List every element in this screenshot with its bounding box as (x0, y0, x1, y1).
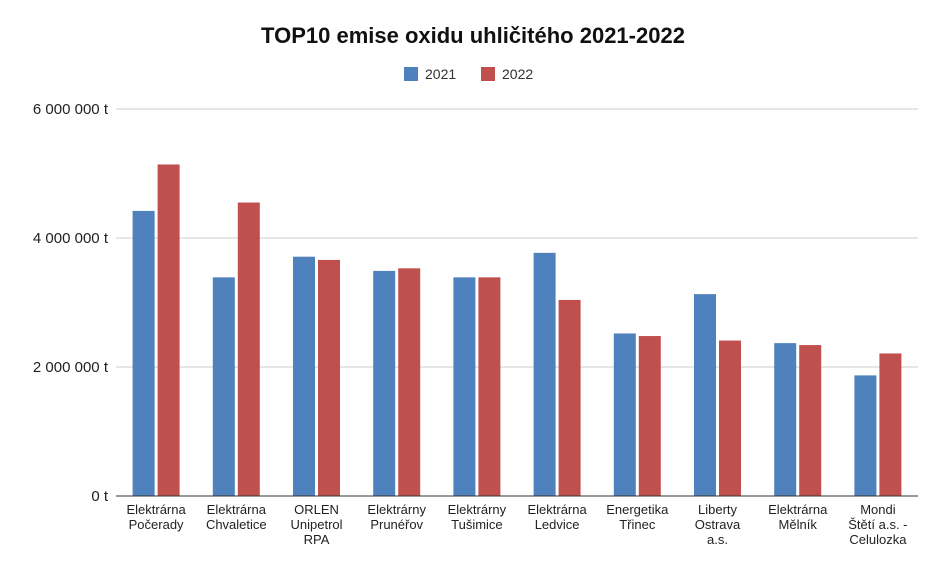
bar-2022 (237, 202, 260, 496)
bar-2022 (638, 336, 661, 496)
bar-2021 (533, 252, 556, 496)
x-tick-label: ORLEN Unipetrol RPA (290, 502, 342, 547)
y-tick-label: 0 t (91, 488, 109, 505)
bar-2021 (212, 277, 235, 496)
bar-2021 (774, 343, 797, 496)
x-tick-label: Liberty Ostrava a.s. (695, 502, 741, 547)
bar-2021 (373, 270, 396, 496)
bar-2021 (293, 256, 315, 496)
x-tick-label: Elektrárna Počerady (126, 502, 186, 532)
legend-label: 2021 (425, 66, 456, 82)
x-axis-labels: Elektrárna Počerady Elektrárna Chvaletice OR… (126, 502, 907, 547)
bar-2021 (694, 294, 716, 496)
legend: 2021 2022 (404, 66, 533, 82)
bar-2022 (398, 268, 421, 496)
legend-swatch (404, 67, 418, 81)
bar-2022 (879, 353, 902, 496)
x-tick-label: Mondi Štětí a.s. -Celulozka (848, 502, 907, 547)
bars (132, 164, 902, 496)
legend-label: 2022 (502, 66, 533, 82)
bar-2021 (453, 277, 476, 496)
y-tick-label: 6 000 000 t (33, 101, 109, 118)
x-tick-label: Elektrárny Prunéřov (367, 502, 426, 532)
legend-swatch (481, 67, 495, 81)
x-tick-label: Energetika Třinec (606, 502, 669, 532)
bar-2021 (613, 333, 636, 496)
x-tick-label: Elektrárna Ledvice (527, 502, 587, 532)
bar-2022 (157, 164, 180, 496)
bar-2022 (799, 345, 822, 496)
bar-2022 (558, 299, 581, 496)
y-tick-label: 2 000 000 t (33, 359, 109, 376)
bar-2021 (854, 375, 877, 496)
y-tick-label: 4 000 000 t (33, 230, 109, 247)
chart-title: TOP10 emise oxidu uhličitého 2021-2022 (261, 23, 685, 48)
bar-2022 (318, 259, 340, 496)
x-tick-label: Elektrárna Mělník (768, 502, 828, 532)
x-tick-label: Elektrárny Tušimice (448, 502, 507, 532)
bar-2021 (132, 210, 155, 496)
bar-2022 (478, 277, 501, 496)
x-tick-label: Elektrárna Chvaletice (206, 502, 267, 532)
bar-2022 (719, 340, 741, 496)
